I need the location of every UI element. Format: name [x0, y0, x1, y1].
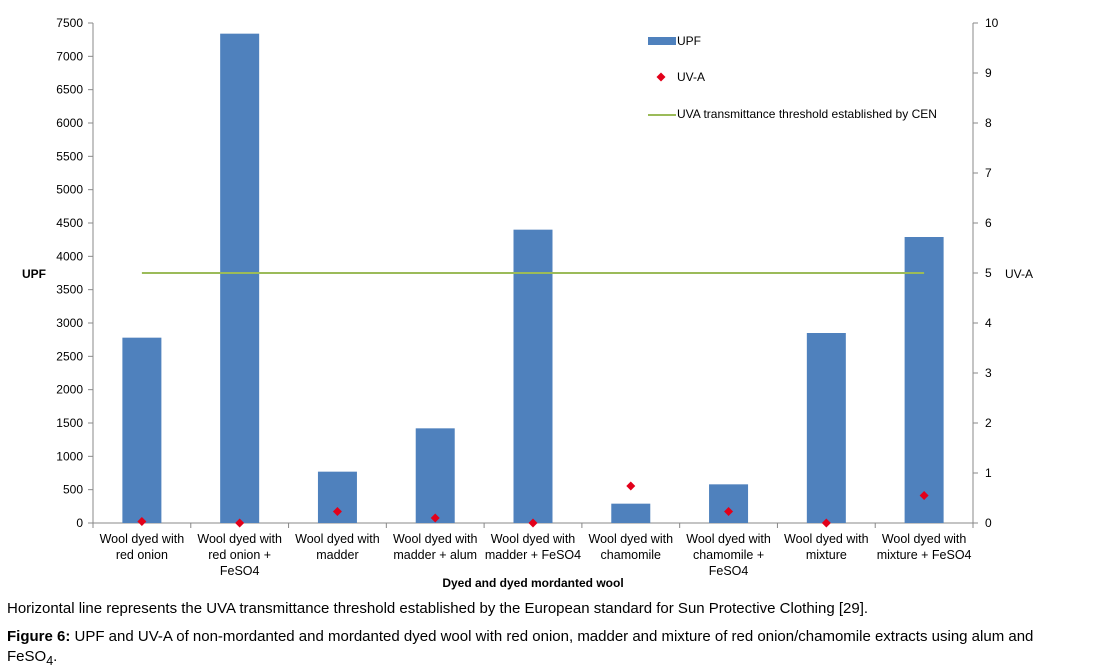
category-label-line: Wool dyed with — [882, 532, 967, 546]
category-label-line: Wool dyed with — [491, 532, 576, 546]
left-tick-label: 1500 — [56, 416, 83, 430]
right-tick-label: 2 — [985, 416, 992, 430]
category-label-line: Wool dyed with — [100, 532, 185, 546]
right-tick-label: 0 — [985, 516, 992, 530]
upf-bar — [220, 33, 260, 524]
legend-swatch-upf — [648, 37, 676, 45]
category-label: Wool dyed with mixture — [784, 532, 869, 562]
category-label-line: red onion — [116, 548, 168, 562]
category-label-line: chamomile — [601, 548, 661, 562]
left-tick-label: 5500 — [56, 149, 83, 163]
category-label-line: Wool dyed with — [295, 532, 380, 546]
left-tick-label: 6000 — [56, 116, 83, 130]
category-label-line: Wool dyed with — [686, 532, 771, 546]
x-axis-title: Dyed and dyed mordanted wool — [442, 576, 623, 590]
caption-subscript: 4 — [46, 654, 54, 668]
legend-label-upf: UPF — [677, 34, 701, 48]
uva-marker — [626, 481, 636, 491]
right-tick-label: 10 — [985, 16, 999, 30]
category-label-line: Wool dyed with — [393, 532, 478, 546]
uva-marker — [724, 507, 734, 516]
category-label-line: mixture — [806, 548, 847, 562]
category-label-line: mixture + FeSO4 — [877, 548, 972, 562]
left-tick-label: 1000 — [56, 449, 83, 463]
right-tick-label: 7 — [985, 166, 992, 180]
right-tick-label: 6 — [985, 216, 992, 230]
left-tick-label: 7500 — [56, 16, 83, 30]
left-tick-label: 2500 — [56, 349, 83, 363]
upf-bar — [122, 337, 162, 523]
caption-label: Figure 6: — [7, 628, 71, 645]
category-label-line: FeSO4 — [709, 564, 749, 578]
y2-axis-title: UV-A — [1005, 267, 1033, 281]
caption-text: UPF and UV-A of non-mordanted and mordan… — [7, 628, 1034, 665]
figure-note: Horizontal line represents the UVA trans… — [7, 600, 869, 617]
category-label-line: madder + alum — [393, 548, 477, 562]
category-label: Wool dyed with madder + FeSO4 — [485, 532, 581, 562]
right-tick-label: 9 — [985, 66, 992, 80]
legend-swatch-uva — [656, 72, 666, 82]
right-tick-label: 1 — [985, 466, 992, 480]
left-tick-label: 7000 — [56, 49, 83, 63]
combo-chart: 0 500 1000 1500 2000 2500 3000 3500 4000 4500 5000… — [22, 16, 1033, 590]
category-label-line: red onion + — [208, 548, 271, 562]
category-label-line: madder + FeSO4 — [485, 548, 581, 562]
left-tick-label: 0 — [76, 516, 83, 530]
category-label: Wool dyed with madder + alum — [393, 532, 478, 562]
uva-marker — [332, 507, 342, 516]
left-tick-label: 2000 — [56, 383, 83, 397]
uva-markers — [137, 481, 929, 528]
right-tick-label: 3 — [985, 366, 992, 380]
figure-caption: Figure 6: UPF and UV-A of non-mordanted … — [7, 627, 1087, 671]
left-y-axis: 0 500 1000 1500 2000 2500 3000 3500 4000 4500 5000… — [56, 16, 94, 530]
upf-bar — [611, 503, 651, 523]
uva-marker — [821, 518, 831, 528]
right-tick-label: 8 — [985, 116, 992, 130]
legend-label-uva: UV-A — [677, 70, 705, 84]
left-tick-label: 4500 — [56, 216, 83, 230]
uva-marker — [430, 513, 440, 523]
legend: UPF UV-A UVA transmittance threshold estab… — [648, 34, 937, 121]
uva-marker — [919, 491, 929, 500]
uva-marker — [235, 518, 245, 528]
right-y-axis: 0 1 2 3 4 5 6 7 8 9 10 — [972, 16, 999, 530]
right-tick-label: 5 — [985, 266, 992, 280]
x-axis: Wool dyed with red onion Wool dyed with red… — [92, 522, 974, 578]
uva-marker — [528, 518, 538, 528]
category-label: Wool dyed with chamomile + FeSO4 — [686, 532, 771, 578]
category-label-line: Wool dyed with — [784, 532, 869, 546]
category-label-line: madder — [316, 548, 358, 562]
upf-bar — [806, 333, 846, 523]
category-label-line: FeSO4 — [220, 564, 260, 578]
left-tick-label: 6500 — [56, 83, 83, 97]
uva-marker — [137, 517, 147, 526]
upf-bar — [513, 229, 553, 523]
left-tick-label: 3500 — [56, 283, 83, 297]
y-axis-title: UPF — [22, 267, 46, 281]
left-tick-label: 4000 — [56, 249, 83, 263]
category-label-line: Wool dyed with — [197, 532, 282, 546]
category-label: Wool dyed with madder — [295, 532, 380, 562]
upf-bar — [709, 484, 749, 523]
category-label-line: chamomile + — [693, 548, 764, 562]
upf-bars — [122, 33, 944, 524]
caption-end: . — [53, 648, 58, 665]
left-tick-label: 500 — [63, 483, 83, 497]
category-label: Wool dyed with chamomile — [589, 532, 674, 562]
category-label-line: Wool dyed with — [589, 532, 674, 546]
upf-bar — [904, 237, 944, 523]
category-label: Wool dyed with red onion — [100, 532, 185, 562]
left-tick-label: 5000 — [56, 183, 83, 197]
upf-bar — [415, 428, 455, 523]
category-label: Wool dyed with mixture + FeSO4 — [877, 532, 972, 562]
category-label: Wool dyed with red onion + FeSO4 — [197, 532, 282, 578]
right-tick-label: 4 — [985, 316, 992, 330]
left-tick-label: 3000 — [56, 316, 83, 330]
legend-label-threshold: UVA transmittance threshold established … — [677, 107, 937, 121]
